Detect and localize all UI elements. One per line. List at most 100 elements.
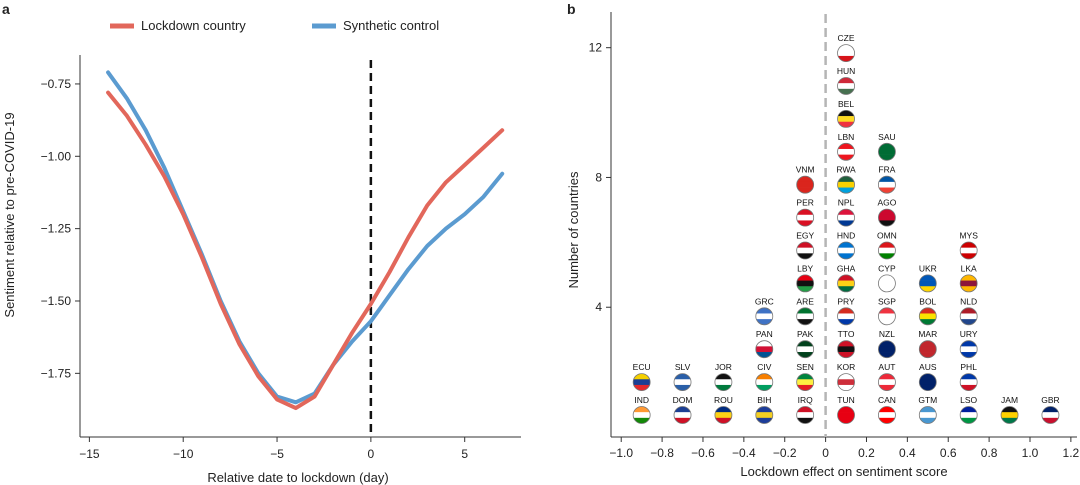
country-point-nld: NLD (959, 296, 978, 326)
country-point-aus: AUS (918, 362, 937, 392)
flag-icon (837, 340, 855, 358)
country-point-pak: PAK (796, 329, 815, 359)
flag-icon (837, 110, 855, 128)
country-code-label: PER (796, 198, 813, 208)
panel-a-x-tick-label: −5 (270, 447, 284, 461)
panel-a-x-tick-label: 5 (461, 447, 468, 461)
panel-b-ylabel: Number of countries (566, 171, 581, 289)
legend-label-synthetic: Synthetic control (343, 18, 439, 33)
flag-icon (796, 307, 814, 325)
flag-icon (1001, 406, 1019, 424)
panel-a-y-tick-label: −1.50 (41, 294, 72, 308)
panel-b-x-tick-label: −0.6 (691, 446, 715, 460)
panel-a-x-tick-label: −15 (79, 447, 100, 461)
country-point-jam: JAM (1000, 395, 1019, 424)
flag-icon (878, 274, 896, 292)
flag-icon (878, 176, 896, 194)
flag-icon (796, 274, 814, 292)
country-point-lbn: LBN (837, 132, 855, 161)
panel-b-x-tick-label: 0.8 (981, 446, 998, 460)
flag-icon (837, 307, 855, 325)
flag-icon (878, 143, 896, 161)
country-code-label: IND (634, 395, 649, 405)
country-code-label: UKR (919, 263, 937, 273)
country-code-label: AGO (877, 198, 896, 208)
flag-icon (919, 340, 937, 358)
country-point-sgp: SGP (878, 296, 896, 326)
country-point-mar: MAR (918, 329, 937, 359)
country-code-label: CIV (757, 362, 772, 372)
series-line-synthetic (106, 70, 505, 405)
flag-icon (796, 373, 814, 391)
flag-icon (755, 307, 773, 325)
country-code-label: GTM (918, 395, 937, 405)
flag-icon (919, 406, 937, 424)
country-code-label: LBN (838, 132, 855, 142)
flag-icon (960, 406, 978, 424)
country-code-label: NZL (879, 329, 895, 339)
country-code-label: TTO (838, 329, 855, 339)
country-point-ind: IND (632, 395, 651, 424)
country-point-vnm: VNM (796, 165, 815, 194)
country-code-label: LSO (960, 395, 977, 405)
flag-icon (878, 406, 896, 424)
country-code-label: RWA (836, 165, 856, 175)
country-point-are: ARE (796, 296, 814, 326)
flag-icon (878, 340, 896, 358)
panel-b-y-tick-label: 12 (589, 41, 603, 55)
country-point-egy: EGY (796, 231, 814, 260)
country-code-label: JOR (715, 362, 732, 372)
country-point-hun: HUN (837, 66, 855, 95)
flag-icon (1041, 406, 1059, 424)
country-point-gbr: GBR (1041, 395, 1060, 424)
panel-b-x-tick-label: 0.4 (899, 446, 916, 460)
country-code-label: LKA (961, 263, 977, 273)
country-point-aut: AUT (878, 362, 896, 392)
country-code-label: OMN (877, 231, 897, 241)
country-point-sau: SAU (878, 132, 896, 161)
country-code-label: TUN (837, 395, 854, 405)
flag-icon (837, 176, 855, 194)
country-point-jor: JOR (714, 362, 733, 392)
panel-a-y-tick-label: −1.00 (41, 149, 72, 163)
flag-icon (633, 373, 651, 391)
country-point-ecu: ECU (633, 362, 651, 392)
flag-icon (919, 307, 937, 325)
panel-b: b −1.0 −0.8 −0.6 −0.4 −0.2 0 0.2 0.4 0.6 0.8 1.0 1.… (566, 1, 1080, 479)
flag-icon (837, 242, 855, 259)
country-code-label: GRC (755, 296, 774, 306)
legend-label-lockdown: Lockdown country (141, 18, 246, 33)
flag-icon (960, 274, 978, 292)
panel-a-lines (106, 70, 505, 411)
country-code-label: MAR (918, 329, 937, 339)
country-code-label: LBY (797, 263, 813, 273)
country-point-bol: BOL (918, 296, 937, 326)
panel-b-x-tick-label: −0.2 (773, 446, 797, 460)
country-point-can: CAN (878, 395, 896, 424)
panel-b-letter: b (567, 1, 576, 17)
country-code-label: GBR (1041, 395, 1059, 405)
country-code-label: PAK (797, 329, 814, 339)
country-code-label: SGP (878, 296, 896, 306)
flag-icon (796, 242, 814, 259)
country-code-label: MYS (959, 231, 978, 241)
country-code-label: EGY (796, 231, 814, 241)
flag-icon (796, 176, 814, 194)
panel-a-ylabel: Sentiment relative to pre-COVID-19 (2, 112, 17, 317)
country-point-gtm: GTM (918, 395, 937, 424)
panel-b-x-tick-label: 0.2 (858, 446, 875, 460)
country-code-label: NPL (838, 198, 855, 208)
panel-b-xlabel: Lockdown effect on sentiment score (740, 464, 947, 479)
country-code-label: ROU (714, 395, 733, 405)
country-point-irq: IRQ (796, 395, 815, 424)
panel-b-y-tick-label: 8 (595, 170, 602, 184)
panel-b-y-tick-label: 4 (595, 300, 602, 314)
country-code-label: IRQ (798, 395, 814, 405)
country-point-ury: URY (959, 329, 978, 359)
country-code-label: HUN (837, 66, 855, 76)
flag-icon (674, 373, 692, 391)
panel-a-legend: Lockdown country Synthetic control (110, 18, 439, 33)
country-code-label: JAM (1001, 395, 1018, 405)
panel-a-axes: −15 −10 −5 0 5 −0.75 −1.00 −1.25 −1.50 −1.75 (41, 55, 521, 461)
flag-icon (960, 307, 978, 325)
